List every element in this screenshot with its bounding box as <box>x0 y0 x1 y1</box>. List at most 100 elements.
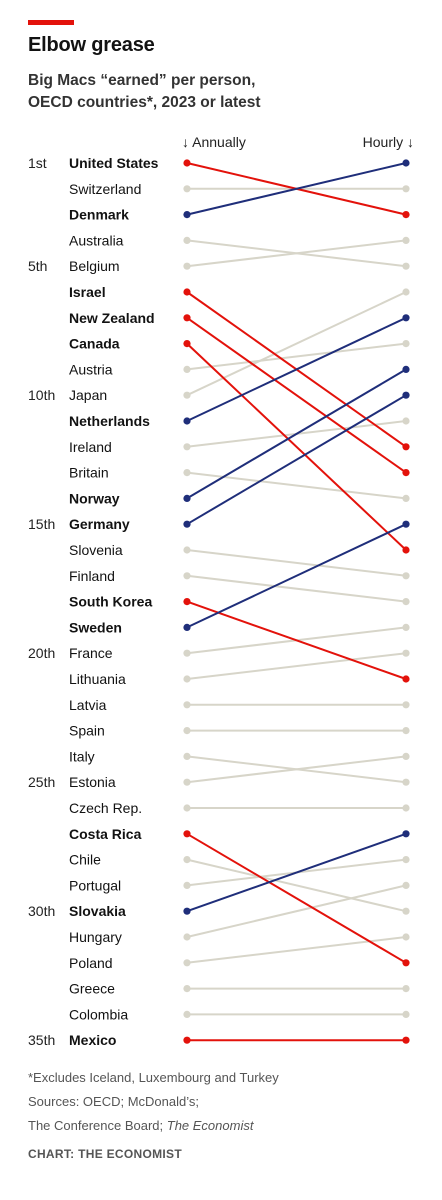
highlight-lines-layer <box>186 162 407 1042</box>
country-label-latvia: Latvia <box>69 697 107 713</box>
country-label-mexico: Mexico <box>69 1032 116 1048</box>
dot-hourly-greece <box>402 985 410 993</box>
dot-annual-israel <box>183 288 191 296</box>
rank-label-25: 25th <box>28 774 55 790</box>
dot-annual-australia <box>183 236 191 244</box>
dot-hourly-hungary <box>402 881 410 890</box>
dot-annual-costa-rica <box>183 830 191 838</box>
line-costa-rica <box>186 832 407 964</box>
country-label-estonia: Estonia <box>69 774 116 790</box>
country-label-poland: Poland <box>69 955 113 971</box>
dots-layer <box>183 159 410 1044</box>
dot-annual-netherlands <box>183 417 191 425</box>
dot-hourly-norway <box>402 365 410 373</box>
dot-annual-switzerland <box>183 185 191 193</box>
dot-annual-chile <box>183 856 191 864</box>
dot-hourly-united-states <box>402 211 410 219</box>
rank-label-5: 5th <box>28 258 47 274</box>
country-label-australia: Australia <box>69 232 124 248</box>
line-south-korea <box>186 600 407 680</box>
line-belgium <box>186 239 407 268</box>
country-label-france: France <box>69 645 113 661</box>
dot-hourly-latvia <box>402 701 410 709</box>
dot-hourly-south-korea <box>402 675 410 683</box>
country-label-switzerland: Switzerland <box>69 181 141 197</box>
country-label-greece: Greece <box>69 981 115 997</box>
dot-hourly-czech-rep <box>402 804 410 812</box>
country-label-united-states: United States <box>69 155 159 171</box>
country-label-germany: Germany <box>69 516 130 532</box>
country-label-norway: Norway <box>69 490 120 506</box>
dot-hourly-slovenia <box>402 572 410 580</box>
dot-annual-italy <box>183 752 191 761</box>
dot-hourly-portugal <box>402 856 410 864</box>
dot-hourly-belgium <box>402 236 410 244</box>
rank-label-30: 30th <box>28 903 55 919</box>
dot-annual-sweden <box>183 623 191 632</box>
footnote: *Excludes Iceland, Luxembourg and Turkey… <box>28 1066 428 1138</box>
dot-hourly-spain <box>402 727 410 735</box>
line-canada <box>186 342 407 551</box>
dot-hourly-france <box>402 623 410 632</box>
dot-hourly-poland <box>402 933 410 941</box>
chart-credit: CHART: THE ECONOMIST <box>28 1147 182 1161</box>
dot-hourly-costa-rica <box>402 959 410 967</box>
exclusion-note: *Excludes Iceland, Luxembourg and Turkey <box>28 1070 279 1085</box>
dot-annual-germany <box>183 520 191 528</box>
country-label-canada: Canada <box>69 336 120 352</box>
country-label-colombia: Colombia <box>69 1006 128 1022</box>
country-label-israel: Israel <box>69 284 106 300</box>
country-label-belgium: Belgium <box>69 258 120 274</box>
dot-annual-france <box>183 649 191 657</box>
line-hungary <box>186 884 407 938</box>
dot-hourly-switzerland <box>402 185 410 193</box>
subtitle-line-1: Big Macs “earned” per person, <box>28 72 256 89</box>
sources-line-1: Sources: OECD; McDonald’s; <box>28 1094 199 1109</box>
line-chile <box>186 858 407 913</box>
dot-annual-finland <box>183 572 191 580</box>
country-label-south-korea: South Korea <box>69 594 152 610</box>
dot-annual-poland <box>183 959 191 967</box>
dot-hourly-finland <box>402 598 410 606</box>
sources-line-2a: The Conference Board; <box>28 1118 167 1133</box>
dot-annual-colombia <box>183 1010 191 1019</box>
line-lithuania <box>186 652 407 680</box>
labels-layer: 1st 5th 10th 15th 20th 25th 30th 35th United Sta… <box>28 155 159 1048</box>
subtitle-line-2: OECD countries*, 2023 or latest <box>28 94 261 111</box>
dot-annual-britain <box>183 469 191 477</box>
line-germany <box>186 394 407 526</box>
dot-annual-denmark <box>183 211 191 219</box>
country-label-chile: Chile <box>69 852 101 868</box>
dot-hourly-lithuania <box>402 649 410 657</box>
sources-line-2: The Conference Board; The Economist <box>28 1114 428 1138</box>
dot-annual-canada <box>183 340 191 348</box>
country-label-slovakia: Slovakia <box>69 903 126 919</box>
dot-annual-ireland <box>183 443 191 451</box>
dot-annual-united-states <box>183 159 191 167</box>
dot-annual-norway <box>183 494 191 502</box>
dot-hourly-new-zealand <box>402 469 410 477</box>
accent-bar <box>28 20 74 25</box>
line-britain <box>186 471 407 500</box>
country-label-costa-rica: Costa Rica <box>69 826 142 842</box>
dot-annual-mexico <box>183 1036 191 1044</box>
dot-annual-spain <box>183 727 191 735</box>
line-norway <box>186 368 407 500</box>
dot-annual-japan <box>183 391 191 399</box>
country-label-spain: Spain <box>69 723 105 739</box>
line-finland <box>186 574 407 603</box>
dot-hourly-austria <box>402 340 410 348</box>
line-slovenia <box>186 549 407 577</box>
country-label-finland: Finland <box>69 568 115 584</box>
line-poland <box>186 936 407 964</box>
annual-column-label: ↓ Annually <box>182 134 246 150</box>
dot-hourly-italy <box>402 778 410 786</box>
dot-annual-czech-rep <box>183 804 191 812</box>
line-slovakia <box>186 832 407 913</box>
line-austria <box>186 342 407 371</box>
chart-title: Elbow grease <box>28 34 155 56</box>
country-label-sweden: Sweden <box>69 619 122 635</box>
country-label-portugal: Portugal <box>69 877 121 893</box>
rank-label-20: 20th <box>28 645 55 661</box>
dot-annual-latvia <box>183 701 191 709</box>
